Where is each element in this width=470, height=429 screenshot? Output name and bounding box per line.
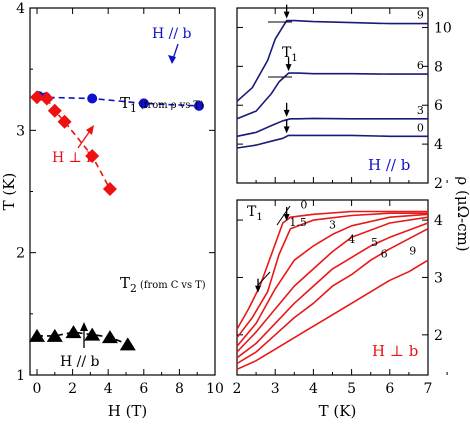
legend-h-perp-b: H ⊥ b xyxy=(372,342,418,360)
data-point xyxy=(57,114,72,129)
y-axis-label: T (K) xyxy=(0,173,18,211)
x-tick-label: 3 xyxy=(271,381,280,397)
y-tick-label: 2 xyxy=(434,328,443,344)
series-label: 4 xyxy=(348,233,355,246)
series-label: 0 xyxy=(300,199,307,212)
annotation-t2: T2 (from C vs T) xyxy=(120,274,206,295)
series-curve xyxy=(236,134,428,149)
y-tick-label: 10 xyxy=(434,20,452,36)
data-point xyxy=(138,98,149,109)
series-curve xyxy=(236,117,428,138)
data-point xyxy=(39,91,54,106)
y-tick-label: 2 xyxy=(434,176,443,192)
data-point xyxy=(65,325,82,339)
series-curve xyxy=(236,213,429,347)
transition-arrowhead xyxy=(283,11,290,19)
annotation-h-parallel-b: H // b xyxy=(152,26,192,42)
data-point xyxy=(102,182,117,197)
transition-arrowhead xyxy=(283,126,290,134)
series-curve xyxy=(236,259,429,371)
series-label: 1.5 xyxy=(289,216,307,229)
y-tick-label: 6 xyxy=(434,98,443,114)
series-curve xyxy=(236,216,429,353)
tangent-line xyxy=(276,205,291,226)
x-tick-label: 6 xyxy=(385,381,394,397)
series-label: 9 xyxy=(417,9,424,22)
series-label: 6 xyxy=(417,59,424,72)
annotation-t1: T1 xyxy=(247,204,263,223)
x-tick-label: 2 xyxy=(233,381,242,397)
x-tick-label: 8 xyxy=(175,381,184,397)
annotation-h-parallel-b-t2: H // b xyxy=(60,354,100,370)
data-point xyxy=(30,90,44,105)
x-tick-label: 2 xyxy=(68,381,77,397)
x-axis-label: T (K) xyxy=(319,402,357,420)
x-axis-label: H (T) xyxy=(108,402,148,420)
y-tick-label: 4 xyxy=(16,1,25,17)
series-label: 9 xyxy=(409,245,416,258)
x-tick-label: 0 xyxy=(33,381,42,397)
x-tick-label: 4 xyxy=(104,381,113,397)
series-line xyxy=(36,96,111,190)
series-curve xyxy=(236,19,428,102)
y-tick-label: 2 xyxy=(16,246,25,262)
series-label: 6 xyxy=(381,247,388,260)
x-tick-label: 7 xyxy=(424,381,433,397)
transition-arrowhead xyxy=(285,64,292,72)
y-tick-label: 1 xyxy=(16,368,25,384)
data-point xyxy=(87,93,98,104)
data-point xyxy=(46,328,63,342)
right-axis-label: ρ (μΩ-cm) xyxy=(454,176,470,251)
left-plot-frame xyxy=(29,7,216,376)
data-point xyxy=(119,337,136,351)
annotation-arrowhead xyxy=(86,125,94,135)
data-point xyxy=(85,149,100,164)
data-point xyxy=(84,327,101,341)
y-tick-label: 4 xyxy=(434,137,443,153)
series-label: 5 xyxy=(371,236,378,249)
legend-h-parallel-b: H // b xyxy=(368,156,410,174)
data-point xyxy=(193,100,204,111)
data-point xyxy=(101,330,118,344)
annotation-arrowhead xyxy=(80,322,88,331)
tangent-line xyxy=(257,271,271,286)
x-tick-label: 10 xyxy=(206,381,224,397)
x-tick-label: 6 xyxy=(139,381,148,397)
series-curve xyxy=(236,212,428,339)
data-point xyxy=(29,328,45,342)
series-label: 3 xyxy=(417,104,424,117)
x-tick-label: 5 xyxy=(347,381,356,397)
transition-arrowhead xyxy=(283,109,290,117)
series-curve xyxy=(236,72,428,120)
y-tick-label: 3 xyxy=(434,270,443,286)
annotation-t1: T1 (from ρ vs T) xyxy=(120,94,204,115)
annotation-h-perp-b: H ⊥ b xyxy=(52,150,95,166)
series-label: 0 xyxy=(417,121,424,134)
y-tick-label: 8 xyxy=(434,59,443,75)
transition-arrowhead xyxy=(255,285,262,293)
series-label: 3 xyxy=(329,219,336,232)
series-curve xyxy=(236,222,429,359)
annotation-t1: T1 xyxy=(282,45,298,64)
transition-arrowhead xyxy=(283,213,290,221)
x-tick-label: 4 xyxy=(309,381,318,397)
data-point xyxy=(47,103,62,118)
y-tick-label: 4 xyxy=(434,213,443,229)
series-curve xyxy=(236,227,429,365)
annotation-arrowhead xyxy=(168,55,176,64)
y-tick-label: 3 xyxy=(16,123,25,139)
